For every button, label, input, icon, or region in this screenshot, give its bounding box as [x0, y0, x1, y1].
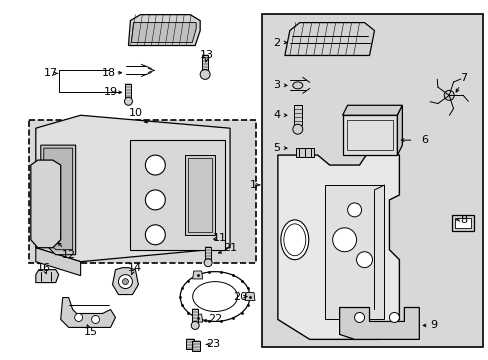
- Polygon shape: [244, 293, 254, 301]
- Polygon shape: [41, 145, 76, 255]
- Polygon shape: [192, 314, 202, 322]
- Circle shape: [332, 228, 356, 252]
- Text: 21: 21: [223, 243, 237, 253]
- Text: 1: 1: [249, 180, 256, 190]
- Circle shape: [356, 252, 372, 268]
- Polygon shape: [128, 15, 200, 45]
- Text: 7: 7: [460, 73, 467, 84]
- Circle shape: [354, 312, 364, 323]
- Bar: [342, 115, 397, 155]
- Bar: [125, 84, 131, 98]
- Text: 18: 18: [101, 68, 115, 78]
- Circle shape: [145, 190, 165, 210]
- Text: 10: 10: [128, 108, 142, 118]
- Bar: [186, 339, 194, 349]
- Text: 19: 19: [103, 87, 117, 97]
- Circle shape: [200, 69, 210, 80]
- Polygon shape: [61, 298, 115, 328]
- Polygon shape: [36, 248, 81, 276]
- Circle shape: [191, 321, 199, 329]
- Circle shape: [91, 315, 100, 323]
- Circle shape: [124, 97, 132, 105]
- Text: 23: 23: [205, 339, 220, 349]
- Ellipse shape: [280, 220, 308, 260]
- Polygon shape: [339, 307, 419, 339]
- Circle shape: [292, 124, 302, 134]
- Polygon shape: [112, 268, 138, 294]
- Polygon shape: [397, 105, 402, 155]
- Text: 11: 11: [213, 233, 226, 243]
- Bar: [293, 105, 301, 125]
- Text: 4: 4: [273, 110, 280, 120]
- Text: 16: 16: [37, 263, 51, 273]
- Bar: [192, 341, 200, 351]
- Text: 5: 5: [273, 143, 280, 153]
- Text: 8: 8: [460, 215, 467, 225]
- Bar: [451, 215, 473, 231]
- Ellipse shape: [292, 82, 302, 89]
- Circle shape: [145, 225, 165, 245]
- Polygon shape: [31, 160, 61, 248]
- Polygon shape: [131, 23, 196, 42]
- Bar: [205, 247, 211, 261]
- Bar: [202, 55, 208, 71]
- Polygon shape: [342, 105, 402, 115]
- Bar: [29, 120, 255, 263]
- Text: 22: 22: [207, 314, 222, 324]
- Text: 12: 12: [61, 250, 76, 260]
- Bar: [192, 310, 198, 323]
- Polygon shape: [36, 115, 229, 262]
- Bar: [295, 148, 313, 157]
- Text: 20: 20: [232, 292, 246, 302]
- Polygon shape: [36, 270, 59, 283]
- Text: 14: 14: [127, 263, 141, 273]
- Text: 9: 9: [430, 320, 437, 330]
- Bar: [185, 155, 215, 235]
- Text: 3: 3: [273, 80, 280, 90]
- Text: 6: 6: [420, 135, 427, 145]
- Text: 13: 13: [200, 50, 214, 60]
- Circle shape: [347, 203, 361, 217]
- Bar: [454, 218, 470, 228]
- Polygon shape: [130, 140, 224, 250]
- Bar: [262, 14, 482, 347]
- Circle shape: [145, 155, 165, 175]
- Text: 17: 17: [43, 68, 58, 78]
- Circle shape: [443, 90, 453, 100]
- Polygon shape: [277, 150, 399, 339]
- Circle shape: [75, 314, 82, 321]
- Circle shape: [388, 312, 399, 323]
- Text: 15: 15: [83, 327, 98, 337]
- Polygon shape: [44, 148, 73, 250]
- Circle shape: [122, 279, 128, 285]
- Text: 2: 2: [273, 37, 280, 48]
- Polygon shape: [192, 271, 202, 279]
- Polygon shape: [324, 185, 384, 319]
- Polygon shape: [285, 23, 374, 55]
- Circle shape: [118, 275, 132, 289]
- Bar: [188, 158, 212, 232]
- Circle shape: [203, 259, 212, 267]
- Bar: [346, 120, 393, 150]
